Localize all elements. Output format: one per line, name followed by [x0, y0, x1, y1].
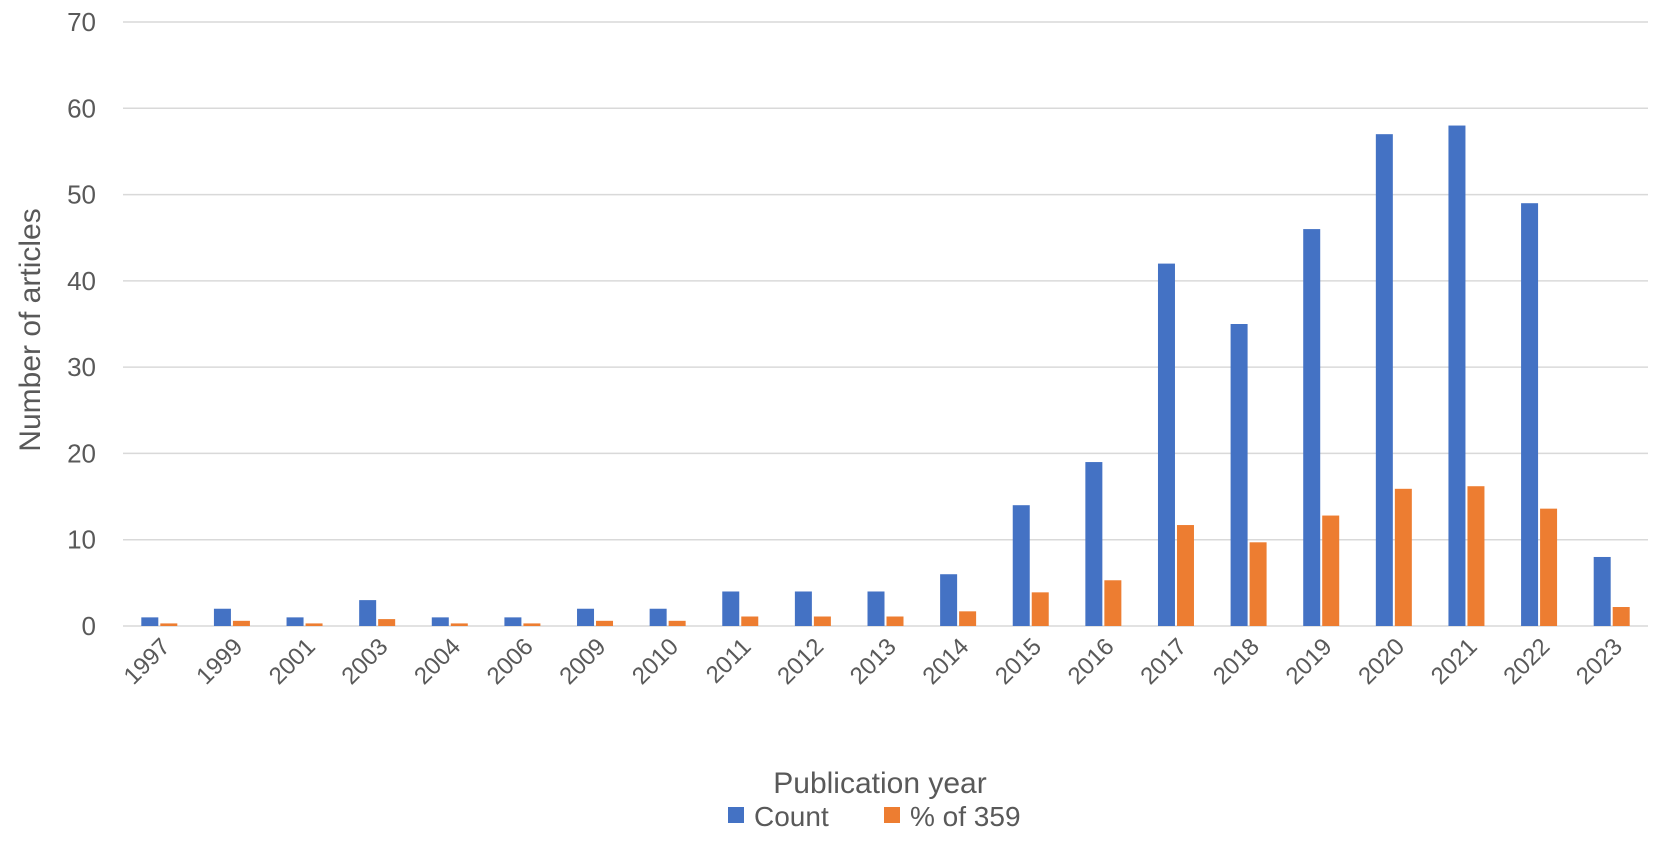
bar-percent-2009 — [596, 620, 614, 626]
bar-count-2021 — [1448, 125, 1466, 627]
x-tick-label: 2012 — [772, 633, 829, 690]
x-axis-ticks: 1997 1999 2001 2003 2004 2006 2009 2010 2011 2012… — [119, 633, 1628, 690]
bar-percent-2010 — [668, 620, 686, 626]
x-tick-label: 2018 — [1208, 633, 1265, 690]
y-tick-label: 60 — [67, 93, 96, 123]
bars — [141, 125, 1630, 627]
bar-count-2015 — [1012, 505, 1030, 626]
bar-count-2001 — [286, 617, 304, 626]
x-tick-label: 2010 — [627, 633, 684, 690]
gridlines — [123, 21, 1648, 627]
x-tick-label: 1997 — [119, 633, 176, 690]
y-axis-ticks: 0 10 20 30 40 50 60 70 — [67, 7, 96, 641]
y-axis-title: Number of articles — [14, 208, 47, 451]
bar-percent-1999 — [232, 620, 250, 626]
bar-percent-2021 — [1467, 486, 1485, 626]
x-tick-label: 2022 — [1498, 633, 1555, 690]
x-tick-label: 2013 — [845, 633, 902, 690]
bar-percent-2016 — [1104, 580, 1122, 626]
x-tick-label: 2011 — [701, 633, 757, 689]
bar-percent-2012 — [813, 616, 831, 626]
bar-percent-2004 — [450, 623, 468, 626]
x-tick-label: 2009 — [554, 633, 611, 690]
bar-count-1999 — [213, 608, 231, 626]
bar-count-2011 — [722, 591, 740, 626]
bar-percent-2001 — [305, 623, 323, 626]
bar-count-2014 — [940, 574, 958, 626]
x-tick-label: 1999 — [191, 633, 248, 690]
x-tick-label: 2003 — [337, 633, 394, 690]
x-tick-label: 2006 — [482, 633, 539, 690]
x-tick-label: 2020 — [1353, 633, 1410, 690]
bar-percent-2018 — [1249, 542, 1267, 626]
bar-percent-2006 — [523, 623, 541, 626]
legend-swatch-percent — [884, 807, 900, 823]
y-tick-label: 10 — [67, 525, 96, 555]
bar-count-2004 — [431, 617, 449, 626]
bar-count-2006 — [504, 617, 522, 626]
y-tick-label: 70 — [67, 7, 96, 37]
x-tick-label: 2001 — [264, 633, 321, 690]
bar-percent-1997 — [160, 623, 178, 626]
bar-count-2016 — [1085, 462, 1103, 626]
y-tick-label: 30 — [67, 352, 96, 382]
y-tick-label: 40 — [67, 266, 96, 296]
bar-percent-2019 — [1322, 515, 1340, 626]
bar-percent-2020 — [1394, 488, 1412, 626]
bar-count-1997 — [141, 617, 159, 626]
legend-swatch-count — [728, 807, 744, 823]
bar-percent-2011 — [741, 616, 759, 626]
bar-percent-2003 — [378, 619, 396, 626]
bar-count-2013 — [867, 591, 885, 626]
x-axis-title: Publication year — [773, 767, 986, 800]
bar-percent-2013 — [886, 616, 904, 626]
y-tick-label: 50 — [67, 180, 96, 210]
bar-count-2003 — [359, 600, 377, 626]
bar-count-2009 — [577, 608, 595, 626]
legend-label-count: Count — [754, 801, 829, 832]
bar-count-2018 — [1230, 324, 1248, 626]
bar-percent-2022 — [1540, 508, 1558, 626]
bar-percent-2017 — [1176, 525, 1194, 626]
bar-percent-2023 — [1612, 607, 1630, 626]
x-tick-label: 2023 — [1571, 633, 1628, 690]
bar-count-2010 — [649, 608, 667, 626]
x-tick-label: 2017 — [1135, 633, 1192, 690]
x-tick-label: 2016 — [1063, 633, 1120, 690]
bar-count-2012 — [794, 591, 812, 626]
legend-label-percent: % of 359 — [910, 801, 1021, 832]
bar-count-2023 — [1593, 556, 1611, 626]
x-tick-label: 2019 — [1281, 633, 1338, 690]
x-tick-label: 2015 — [990, 633, 1047, 690]
legend: Count % of 359 — [728, 801, 1021, 832]
bar-count-2019 — [1303, 229, 1321, 627]
y-tick-label: 20 — [67, 438, 96, 468]
x-tick-label: 2014 — [918, 633, 975, 690]
bar-count-2017 — [1157, 263, 1175, 626]
bar-percent-2014 — [959, 611, 977, 626]
bar-percent-2015 — [1031, 592, 1049, 626]
x-tick-label: 2021 — [1426, 633, 1483, 690]
y-tick-label: 0 — [82, 611, 96, 641]
bar-count-2020 — [1375, 134, 1393, 626]
x-tick-label: 2004 — [409, 633, 466, 690]
bar-count-2022 — [1521, 203, 1539, 626]
